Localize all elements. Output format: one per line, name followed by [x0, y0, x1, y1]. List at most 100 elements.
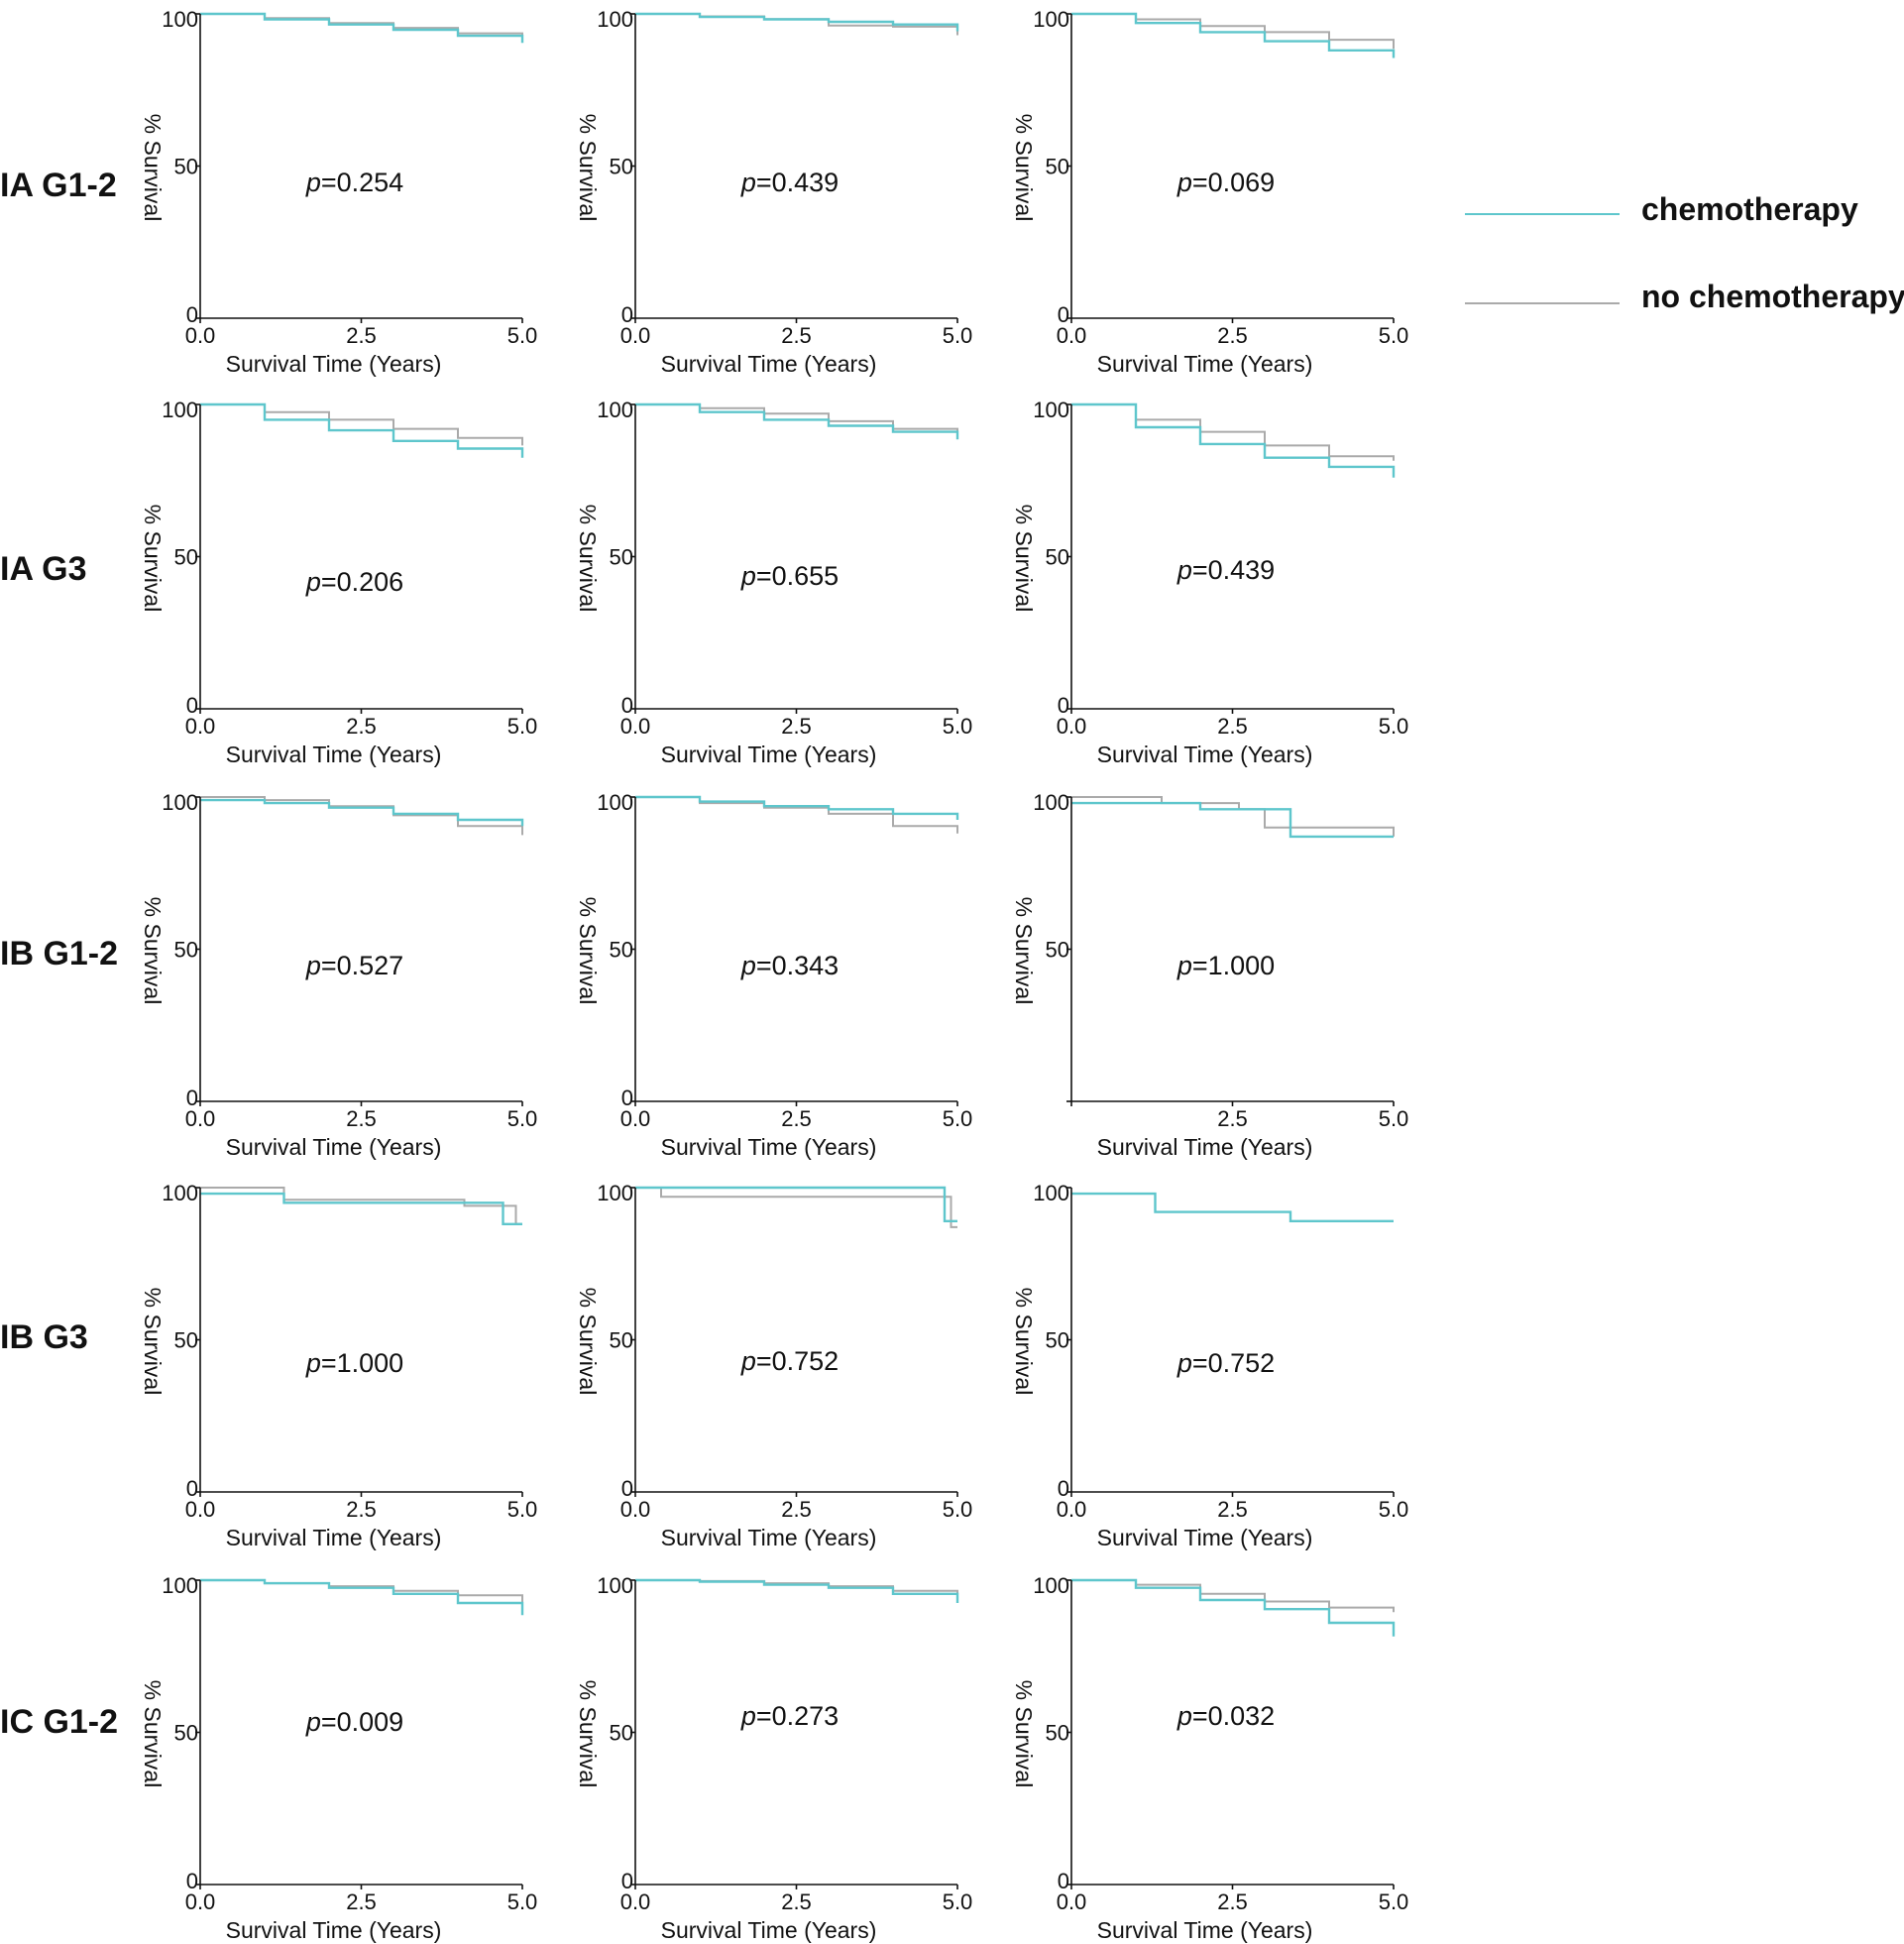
- y-tick-label: 0: [621, 302, 633, 327]
- p-value-label: p=0.655: [740, 561, 839, 591]
- x-tick-label: 0.0: [620, 323, 651, 348]
- y-axis-title: % Survival: [1011, 114, 1037, 222]
- p-symbol: p: [305, 168, 321, 197]
- y-tick-label: 50: [610, 545, 633, 570]
- y-tick-label: 100: [1033, 1573, 1069, 1598]
- km-panel-r0c0: 0 50 100 0.0 2.5 5.0 Survival Time (Years) % Su…: [140, 7, 537, 377]
- y-axis-title: % Survival: [140, 897, 166, 1005]
- p-symbol: p: [1176, 555, 1192, 585]
- y-tick-label: 0: [621, 1476, 633, 1501]
- y-axis-title: % Survival: [140, 1680, 166, 1788]
- p-symbol: p: [305, 1348, 321, 1378]
- x-tick-label: 2.5: [1217, 1889, 1248, 1914]
- p-symbol: p: [305, 567, 321, 597]
- y-tick-label: 50: [610, 938, 633, 963]
- p-value: =0.254: [321, 168, 403, 197]
- y-tick-label: 0: [186, 1476, 198, 1501]
- p-symbol: p: [740, 168, 756, 197]
- no-chemotherapy-curve: [200, 1579, 523, 1603]
- y-tick-label: 0: [186, 1869, 198, 1893]
- panels: 0 50 100 0.0 2.5 5.0 Survival Time (Years) % Su…: [140, 7, 1408, 1943]
- x-tick-label: 0.0: [620, 1497, 651, 1522]
- y-axis-title: % Survival: [1011, 1680, 1037, 1788]
- y-axis-title: % Survival: [575, 1680, 601, 1788]
- x-tick-label: 0.0: [620, 714, 651, 739]
- y-tick-label: 100: [597, 7, 633, 32]
- p-symbol: p: [740, 1701, 756, 1731]
- row-label-ia-g1-2: IA G1-2: [0, 167, 117, 204]
- x-tick-label: 0.0: [1057, 714, 1087, 739]
- p-value: =0.009: [321, 1707, 403, 1737]
- y-tick-label: 50: [610, 1328, 633, 1353]
- y-axis-title: % Survival: [575, 505, 601, 613]
- x-tick-label: 5.0: [1379, 1889, 1409, 1914]
- x-tick-label: 5.0: [507, 1889, 538, 1914]
- p-value: =0.752: [1192, 1348, 1275, 1378]
- y-tick-label: 50: [174, 155, 198, 179]
- row-label-ic-g1-2: IC G1-2: [0, 1703, 118, 1741]
- x-axis-title: Survival Time (Years): [226, 742, 442, 767]
- p-value-label: p=1.000: [1176, 951, 1275, 980]
- p-value-label: p=0.206: [305, 567, 403, 597]
- x-tick-label: 2.5: [781, 1889, 812, 1914]
- km-panel-r4c0: 0 50 100 0.0 2.5 5.0 Survival Time (Years) % Su…: [140, 1573, 537, 1943]
- chemotherapy-curve: [200, 402, 524, 458]
- x-tick-label: 2.5: [781, 1497, 812, 1522]
- no-chemotherapy-curve: [200, 403, 523, 446]
- p-symbol: p: [1176, 168, 1192, 197]
- y-tick-label: 0: [1058, 302, 1069, 327]
- p-symbol: p: [740, 951, 756, 980]
- y-tick-label: 100: [597, 1573, 633, 1598]
- x-tick-label: 2.5: [1217, 1106, 1248, 1131]
- x-tick-label: 2.5: [346, 323, 377, 348]
- x-tick-label: 0.0: [185, 1889, 216, 1914]
- x-tick-label: 2.5: [781, 1106, 812, 1131]
- y-tick-label: 100: [597, 1181, 633, 1205]
- x-tick-label: 2.5: [1217, 323, 1248, 348]
- chemotherapy-curve: [200, 1578, 524, 1616]
- chemotherapy-curve: [635, 1186, 957, 1222]
- y-tick-label: 50: [1046, 1328, 1069, 1353]
- x-axis-title: Survival Time (Years): [1097, 351, 1313, 377]
- legend-no-chemotherapy-label: no chemotherapy: [1641, 279, 1904, 314]
- p-value-label: p=0.343: [740, 951, 839, 980]
- y-tick-label: 0: [621, 693, 633, 718]
- y-tick-label: 0: [1058, 1476, 1069, 1501]
- y-tick-label: 100: [162, 7, 198, 32]
- p-value: =0.206: [321, 567, 403, 597]
- x-tick-label: 5.0: [1379, 323, 1409, 348]
- x-axis-title: Survival Time (Years): [226, 351, 442, 377]
- no-chemotherapy-curve: [635, 796, 958, 834]
- km-panel-r1c1: 0 50 100 0.0 2.5 5.0 Survival Time (Years) % Su…: [575, 398, 972, 767]
- x-tick-label: 0.0: [185, 1106, 216, 1131]
- x-tick-label: 5.0: [507, 323, 538, 348]
- x-tick-label: 0.0: [1057, 323, 1087, 348]
- p-value: =0.752: [756, 1346, 839, 1376]
- y-tick-label: 0: [621, 1869, 633, 1893]
- no-chemotherapy-curve: [1071, 1579, 1395, 1613]
- p-value: =0.032: [1192, 1701, 1275, 1731]
- p-value-label: p=0.254: [305, 168, 403, 197]
- p-symbol: p: [740, 1346, 756, 1376]
- x-tick-label: 5.0: [1379, 1106, 1409, 1131]
- chemotherapy-curve: [635, 795, 959, 820]
- y-tick-label: 50: [174, 938, 198, 963]
- chemotherapy-curve: [635, 1578, 959, 1603]
- x-tick-label: 5.0: [943, 1497, 973, 1522]
- y-axis-title: % Survival: [1011, 505, 1037, 613]
- row-label-ia-g3: IA G3: [0, 550, 87, 588]
- km-panel-r2c0: 0 50 100 0.0 2.5 5.0 Survival Time (Years) % Su…: [140, 790, 537, 1160]
- p-value: =1.000: [321, 1348, 403, 1378]
- km-panel-r3c0: 0 50 100 0.0 2.5 5.0 Survival Time (Years) % Su…: [140, 1181, 537, 1550]
- x-tick-label: 0.0: [620, 1889, 651, 1914]
- y-tick-label: 50: [1046, 938, 1069, 963]
- p-value-label: p=0.439: [1176, 555, 1275, 585]
- x-tick-label: 0.0: [1057, 1889, 1087, 1914]
- y-tick-label: 100: [597, 790, 633, 815]
- x-axis-title: Survival Time (Years): [226, 1917, 442, 1943]
- x-tick-label: 2.5: [346, 1889, 377, 1914]
- chemotherapy-curve: [1071, 801, 1394, 839]
- y-tick-label: 0: [186, 302, 198, 327]
- km-panel-r0c2: 0 50 100 0.0 2.5 5.0 Survival Time (Years) % Su…: [1011, 7, 1408, 377]
- y-tick-label: 0: [1058, 1869, 1069, 1893]
